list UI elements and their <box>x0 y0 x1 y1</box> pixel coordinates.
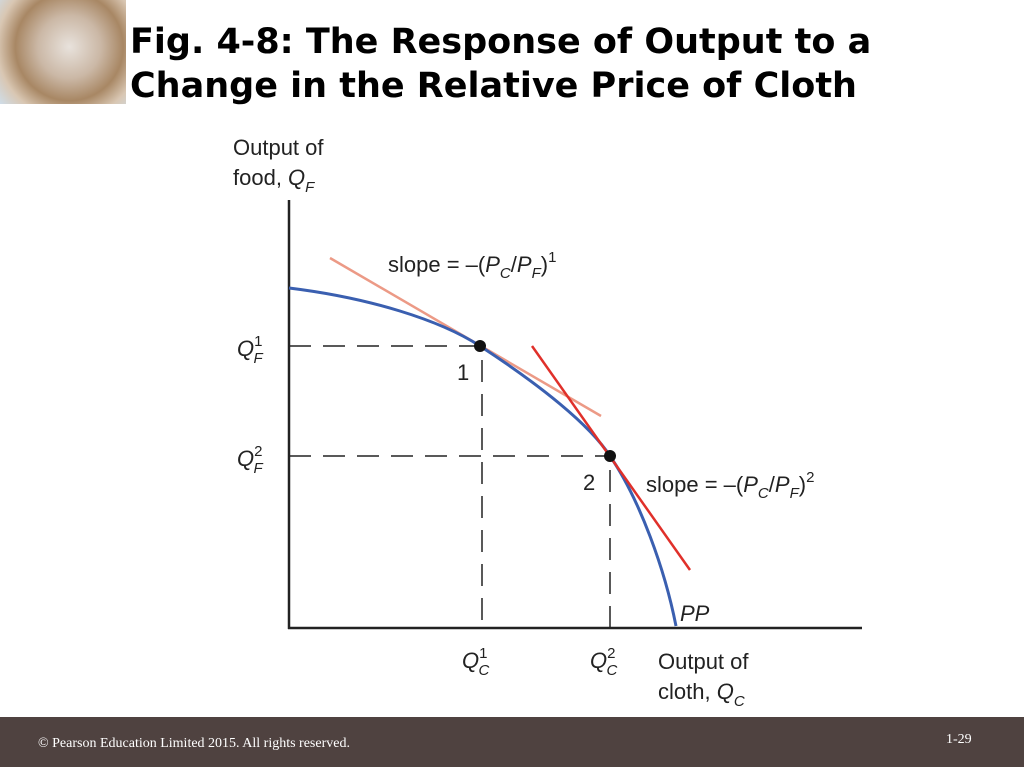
footer-bar: © Pearson Education Limited 2015. All ri… <box>0 717 1024 767</box>
x-axis-label: Output of <box>658 649 749 674</box>
slope-2-label: slope = –(PC/PF)2 <box>646 469 814 502</box>
qf1-label: Q1 F <box>237 333 263 367</box>
point-1-label: 1 <box>457 360 469 385</box>
y-axis-label-2: food, QF <box>233 165 315 196</box>
production-possibility-curve <box>288 286 678 627</box>
title-line-2: Change in the Relative Price of Cloth <box>130 66 857 106</box>
qf2-label: Q2 F <box>237 443 263 477</box>
y-axis-label: Output of <box>233 135 324 160</box>
slope-1-label: slope = –(PC/PF)1 <box>388 249 556 282</box>
page-number: 1-29 <box>946 732 972 747</box>
qc1-label: Q1 C <box>462 645 489 679</box>
copyright-text: © Pearson Education Limited 2015. All ri… <box>38 736 350 751</box>
globe-logo-image <box>0 0 126 104</box>
point-2-label: 2 <box>583 470 595 495</box>
qc2-label: Q2 C <box>590 645 617 679</box>
ppf-diagram: Output of food, QF Output of cloth, QC P… <box>233 135 862 710</box>
title-line-1: Fig. 4-8: The Response of Output to a <box>130 22 872 62</box>
x-axis-label-2: cloth, QC <box>658 679 745 710</box>
slide-title: Fig. 4-8: The Response of Output to a Ch… <box>130 20 871 108</box>
curve-label-pp: PP <box>680 601 710 626</box>
point-1-marker <box>474 340 486 352</box>
point-2-marker <box>604 450 616 462</box>
